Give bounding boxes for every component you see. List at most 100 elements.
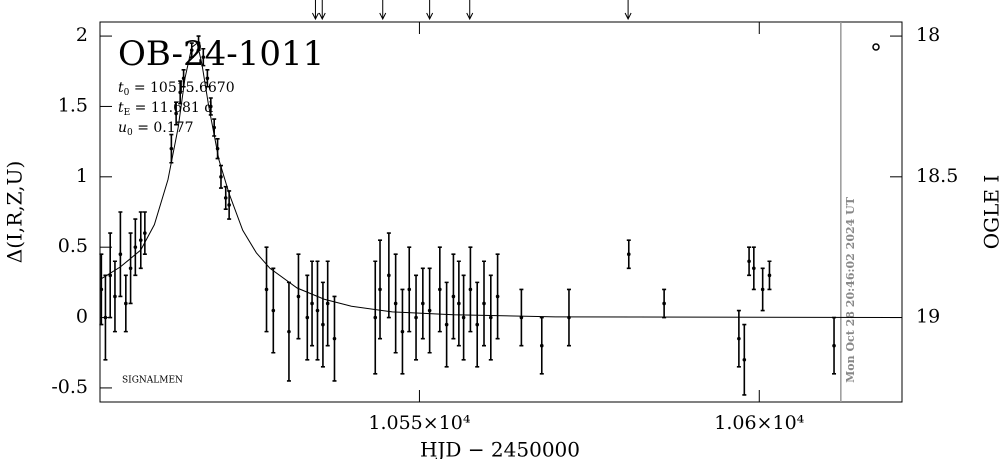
param-value: = 10515.6670 xyxy=(129,80,234,96)
data-point xyxy=(482,301,486,306)
data-point xyxy=(475,322,480,327)
data-point xyxy=(387,273,391,278)
data-point xyxy=(264,287,269,292)
y2-axis-label: OGLE I xyxy=(980,175,1004,250)
data-point xyxy=(444,322,449,327)
data-point xyxy=(461,315,466,320)
note: SIGNALMEN xyxy=(122,376,183,386)
data-point xyxy=(99,287,104,292)
chart-title: OB-24-1011 xyxy=(118,34,324,74)
data-point xyxy=(169,146,174,151)
y2-tick-label: 18.5 xyxy=(916,165,958,187)
data-point xyxy=(138,238,143,242)
data-point xyxy=(767,273,772,278)
data-point xyxy=(626,252,631,257)
param-symbol: t xyxy=(118,100,124,116)
data-point xyxy=(227,203,231,207)
data-point xyxy=(315,308,320,313)
data-point xyxy=(219,175,223,179)
data-point xyxy=(325,301,330,306)
data-point xyxy=(332,336,337,341)
data-point xyxy=(201,55,206,59)
data-point xyxy=(305,315,310,320)
data-point xyxy=(832,343,836,348)
epoch-marker xyxy=(379,0,387,21)
data-point xyxy=(296,294,301,299)
data-point xyxy=(421,301,425,306)
param: tE = 11.681 d xyxy=(118,100,213,118)
y-tick-label: 1.5 xyxy=(58,94,88,116)
y-tick-label: 2 xyxy=(76,24,88,46)
data-point xyxy=(519,315,524,320)
param-sub: E xyxy=(124,108,131,118)
data-point xyxy=(760,287,765,292)
data-point xyxy=(468,287,473,292)
data-point xyxy=(196,41,201,45)
param-symbol: t xyxy=(118,80,124,96)
epoch-marker xyxy=(624,0,632,21)
y-tick-label: 0 xyxy=(76,306,88,328)
data-point xyxy=(752,266,756,271)
data-point xyxy=(414,315,418,320)
data-point xyxy=(223,196,228,200)
data-point xyxy=(178,90,182,95)
data-point xyxy=(215,146,220,151)
data-point xyxy=(427,308,432,313)
y2-tick-label: 18 xyxy=(916,24,940,46)
y-tick-label: 0.5 xyxy=(58,235,88,257)
data-point xyxy=(457,301,461,306)
data-point xyxy=(489,315,493,320)
data-point xyxy=(539,343,544,348)
data-point xyxy=(393,301,398,306)
param-sub: 0 xyxy=(124,88,130,98)
data-point xyxy=(495,294,500,299)
data-point xyxy=(128,266,133,271)
timestamp: Mon Oct 28 20:46:02 2024 UT xyxy=(844,196,857,383)
data-point xyxy=(271,308,276,313)
symbol xyxy=(872,43,880,51)
data-point xyxy=(208,104,213,109)
data-point xyxy=(174,111,178,116)
data-point xyxy=(451,294,456,299)
data-point xyxy=(438,287,442,292)
data-point xyxy=(181,76,186,81)
data-point xyxy=(662,301,666,306)
data-point xyxy=(407,287,412,292)
data-point xyxy=(124,301,128,306)
data-point xyxy=(287,329,291,334)
y2-tick-label: 19 xyxy=(916,306,940,328)
data-point xyxy=(567,315,571,320)
data-point xyxy=(373,315,378,320)
data-point xyxy=(118,252,123,257)
param: u0 = 0.177 xyxy=(118,120,193,138)
data-point xyxy=(133,245,138,249)
data-point xyxy=(103,315,108,320)
model-curve xyxy=(99,42,903,319)
epoch-marker xyxy=(312,0,319,21)
param: t0 = 10515.6670 xyxy=(118,80,235,98)
x-tick-label: 1.055×10⁴ xyxy=(368,412,470,434)
data-point xyxy=(321,322,325,327)
epoch-marker xyxy=(426,0,434,21)
y-axis-label: Δ(I,R,Z,U) xyxy=(3,161,27,263)
param-value: = 0.177 xyxy=(133,120,194,136)
param-symbol: u xyxy=(118,120,127,136)
epoch-marker xyxy=(318,0,326,21)
param-sub: 0 xyxy=(127,128,133,138)
data-point xyxy=(378,287,382,292)
x-axis-label: HJD − 2450000 xyxy=(420,438,580,459)
epoch-marker xyxy=(466,0,474,21)
data-point xyxy=(189,48,194,52)
data-point xyxy=(310,301,314,306)
data-point xyxy=(205,76,210,81)
plot-frame xyxy=(99,21,903,403)
data-point xyxy=(747,259,751,264)
y-tick-label: 1 xyxy=(76,165,88,187)
param-value: = 11.681 d xyxy=(130,100,213,116)
data-point xyxy=(212,125,216,130)
data-point xyxy=(143,231,147,235)
data-point xyxy=(108,273,112,278)
data-point xyxy=(742,357,747,362)
data-point xyxy=(400,329,405,334)
